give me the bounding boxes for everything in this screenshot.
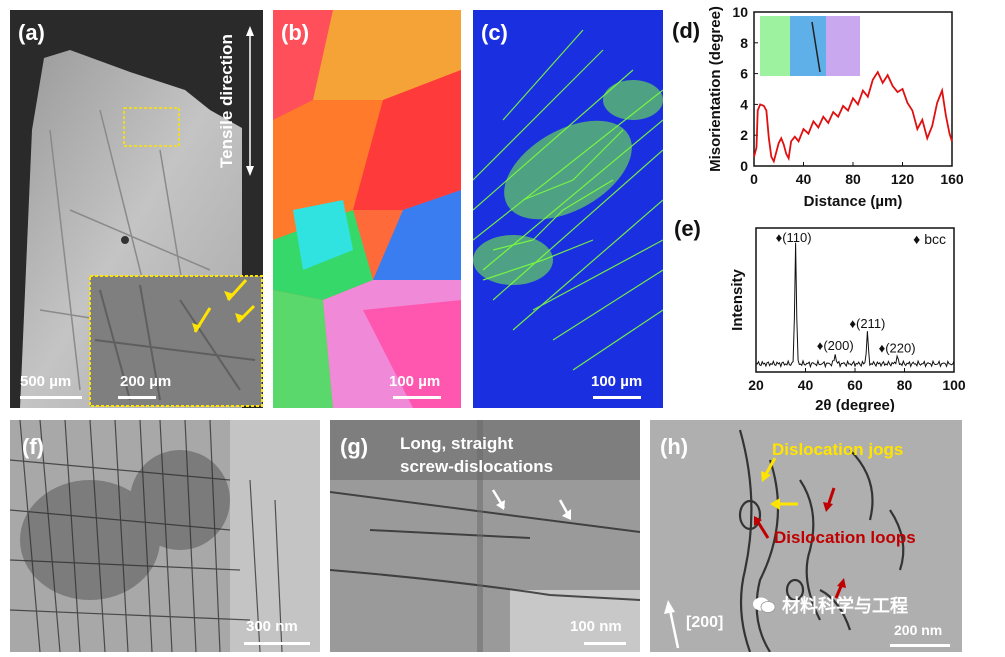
ebsd-ipf-map <box>273 10 461 408</box>
chart-d-inset-grain <box>760 16 790 76</box>
direction-label: [200] <box>686 614 724 631</box>
panel-a-scalebar-label: 500 µm <box>20 373 72 390</box>
screw-dislocation-annotation-line1: Long, straight <box>400 434 514 453</box>
panel-d: (d) 0 40 80 120 160 0 2 4 6 8 10 Distance (µm) Misor… <box>668 0 1005 212</box>
panel-b-label: (b) <box>281 20 310 45</box>
screw-dislocation-annotation-line2: screw-dislocations <box>400 457 554 476</box>
panel-b-scalebar-label: 100 µm <box>389 373 441 390</box>
wechat-icon <box>752 595 776 615</box>
panel-e: (e) 20 40 60 80 100 ♦(110) ♦(200) ♦(211) ♦(220) ♦… <box>668 212 1005 412</box>
misorientation-chart: 0 40 80 120 160 0 2 4 6 8 10 Distance (µm) Misorient… <box>707 4 964 210</box>
watermark-text: 材料科学与工程 <box>782 596 908 616</box>
panel-g-label: (g) <box>340 434 369 459</box>
panel-c-scalebar-label: 100 µm <box>591 373 643 390</box>
chart-d-ytick-label: 0 <box>740 158 748 174</box>
chart-d-series-line <box>753 70 953 164</box>
chart-d-xtick-label: 80 <box>845 171 861 187</box>
panel-f-label: (f) <box>22 434 44 459</box>
chart-e-ylabel: Intensity <box>729 269 746 331</box>
tensile-direction-label: Tensile direction <box>217 34 236 168</box>
panel-f-scalebar <box>244 642 310 645</box>
chart-d-xlabel: Distance (µm) <box>804 193 903 210</box>
panel-h-scalebar <box>890 644 950 647</box>
chart-d-ytick-label: 2 <box>740 127 748 143</box>
panel-g-scalebar-label: 100 nm <box>570 618 622 635</box>
chart-e-peak-label: ♦(211) <box>849 316 885 331</box>
panel-h-scalebar-label: 200 nm <box>894 622 943 638</box>
chart-e-peak-label: ♦(110) <box>776 230 812 245</box>
chart-d-xtick-label: 160 <box>940 171 964 187</box>
chart-d-ytick-label: 6 <box>740 66 748 82</box>
tem-image-h <box>650 420 962 652</box>
chart-d-inset-grain <box>826 16 860 76</box>
panel-f-scalebar-label: 300 nm <box>246 618 298 635</box>
chart-d-inset-line <box>811 21 821 73</box>
panel-g-scalebar <box>584 642 626 645</box>
panel-c-label: (c) <box>481 20 508 45</box>
panel-g: (g) Long, straight screw-dislocations 10… <box>330 420 640 652</box>
chart-d-xtick-label: 120 <box>891 171 915 187</box>
panel-d-label: (d) <box>672 18 701 43</box>
tem-image-f <box>10 420 320 652</box>
chart-e-xtick-label: 60 <box>847 377 863 393</box>
panel-a-inset-scalebar <box>118 396 156 399</box>
kam-map <box>473 29 663 371</box>
chart-e-xtick-label: 80 <box>897 377 913 393</box>
chart-e-xtick-label: 40 <box>798 377 814 393</box>
chart-e-peak-label: ♦(220) <box>879 341 916 356</box>
panel-e-label: (e) <box>674 216 701 241</box>
panel-a-inset-scalebar-label: 200 µm <box>120 373 172 390</box>
tem-image-g <box>330 420 640 652</box>
panel-a-scalebar <box>20 396 82 399</box>
chart-d-xtick-label: 0 <box>750 171 758 187</box>
chart-e-xtick-label: 20 <box>748 377 764 393</box>
chart-e-legend: ♦ bcc <box>913 231 946 247</box>
dislocation-jogs-annotation: Dislocation jogs <box>772 440 904 459</box>
chart-d-ylabel: Misorientation (degree) <box>707 6 724 172</box>
chart-e-peak-label: ♦(200) <box>817 338 854 353</box>
chart-e-xtick-label: 100 <box>942 377 966 393</box>
dislocation-loops-annotation: Dislocation loops <box>774 528 916 547</box>
sem-image <box>20 26 263 408</box>
chart-e-xlabel: 2θ (degree) <box>815 397 895 412</box>
panel-c-scalebar <box>593 396 641 399</box>
chart-d-ytick-label: 10 <box>732 4 748 20</box>
panel-h-label: (h) <box>660 434 689 459</box>
chart-d-ytick-label: 4 <box>740 96 748 112</box>
panel-b-scalebar <box>393 396 441 399</box>
panel-h: (h) Dislocation jogs Dislocation loops [… <box>650 420 962 652</box>
panel-c: (c) 100 µm <box>473 10 663 408</box>
chart-e-frame <box>755 227 955 373</box>
chart-e-series-line <box>755 242 955 369</box>
panel-f: (f) 300 nm <box>10 420 320 652</box>
chart-d-xtick-label: 40 <box>796 171 812 187</box>
panel-b: (b) 100 µm <box>273 10 461 408</box>
watermark: 材料科学与工程 <box>752 592 908 618</box>
chart-d-ytick-label: 8 <box>740 35 748 51</box>
xrd-chart: 20 40 60 80 100 ♦(110) ♦(200) ♦(211) ♦(220) ♦ bcc… <box>729 227 966 412</box>
panel-a: (a) Tensile direction 500 µm 200 µm <box>10 10 263 408</box>
panel-a-label: (a) <box>18 20 45 45</box>
